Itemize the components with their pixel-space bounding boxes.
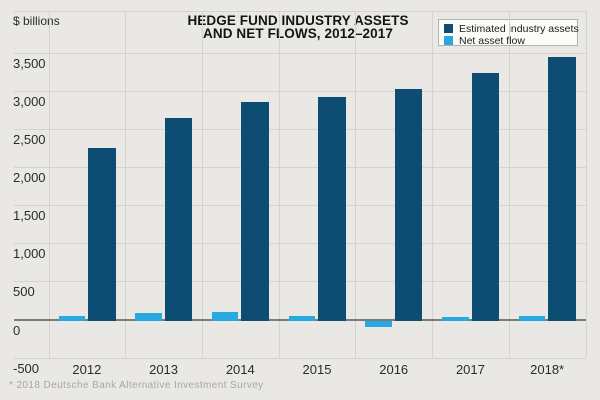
bar-estimated-assets-2012: [88, 148, 116, 322]
chart-title-line2: AND NET FLOWS, 2012–2017: [203, 26, 393, 41]
chart-title: HEDGE FUND INDUSTRY ASSETS AND NET FLOWS…: [187, 13, 409, 41]
bar-net-flow-2012: [58, 315, 85, 322]
legend: Estimated industry assets Net asset flow: [438, 19, 579, 47]
y-tick-label: 500: [13, 284, 35, 300]
legend-item-estimated-assets: Estimated industry assets: [444, 22, 579, 35]
y-tick-label: 2,500: [13, 132, 46, 147]
gridline-y--500: [14, 357, 586, 359]
legend-item-net-flow: Net asset flow: [444, 34, 577, 47]
y-tick-label: 0: [13, 322, 21, 338]
y-tick-label: 1,500: [13, 208, 46, 224]
bar-estimated-assets-2013: [164, 118, 193, 322]
bar-estimated-assets-2018*: [548, 56, 576, 322]
gridline-y-500: [14, 281, 586, 283]
footnote: * 2018 Deutsche Bank Alternative Investm…: [9, 380, 264, 391]
gridline-x: [355, 11, 357, 359]
gridline-y-1,000: [14, 243, 586, 245]
x-tick-label-2015: 2015: [302, 361, 332, 377]
bar-net-flow-2017: [442, 317, 469, 322]
square-swatch-navy-icon: [444, 24, 453, 33]
y-axis-units-label: $ billions: [13, 14, 60, 28]
x-tick-label-2017: 2017: [455, 361, 485, 377]
chart-title-line1: HEDGE FUND INDUSTRY ASSETS: [187, 13, 409, 28]
square-swatch-cyan-icon: [444, 36, 453, 45]
y-tick-label: 3,000: [13, 93, 46, 109]
legend-label: Net asset flow: [459, 34, 525, 47]
y-tick-label: 2,000: [13, 170, 46, 186]
x-tick-label-2013: 2013: [149, 361, 179, 377]
gridline-x: [432, 11, 434, 359]
legend-label: Estimated industry assets: [459, 22, 579, 35]
x-tick-label-2014: 2014: [225, 361, 255, 377]
x-tick-label-2018*: 2018*: [530, 361, 565, 377]
bar-estimated-assets-2017: [471, 73, 500, 322]
bar-net-flow-2014: [211, 311, 239, 322]
bar-net-flow-2015: [288, 315, 316, 322]
gridline-y-2,500: [14, 129, 586, 130]
bar-net-flow-2018*: [518, 316, 546, 322]
gridline-y-3,000: [14, 90, 586, 92]
gridline-y-1,500: [14, 205, 586, 207]
gridline-x: [48, 11, 50, 359]
gridline-x: [585, 11, 587, 359]
x-tick-label-2012: 2012: [72, 361, 102, 377]
gridline-x: [125, 11, 127, 359]
bar-net-flow-2013: [135, 313, 162, 322]
bar-estimated-assets-2015: [318, 96, 346, 322]
y-tick-label: -500: [13, 360, 40, 376]
bar-estimated-assets-2016: [394, 89, 423, 322]
gridline-top: [14, 11, 586, 12]
y-tick-label: 1,000: [13, 246, 46, 262]
bar-net-flow-2016: [365, 320, 392, 328]
gridline-x: [278, 11, 280, 359]
gridline-x: [508, 11, 510, 359]
x-tick-label-2016: 2016: [379, 361, 409, 377]
gridline-y-3,500: [14, 52, 586, 54]
gridline-x: [201, 11, 203, 359]
bar-estimated-assets-2014: [241, 101, 269, 322]
gridline-y-2,000: [14, 167, 586, 169]
y-tick-label: 3,500: [13, 55, 46, 71]
